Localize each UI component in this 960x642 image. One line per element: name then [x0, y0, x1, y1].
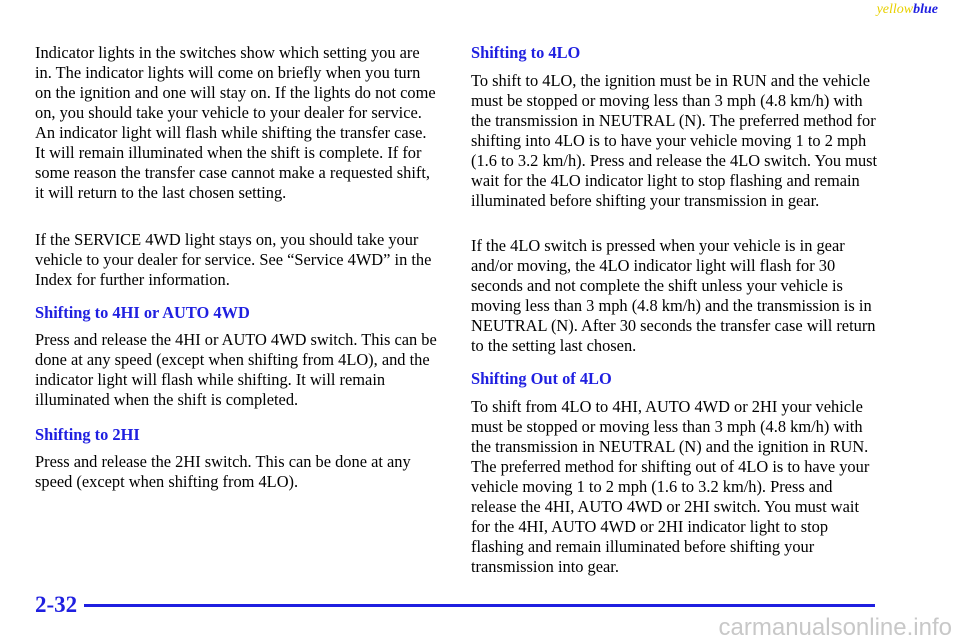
tag-blue: blue [913, 2, 938, 17]
watermark: carmanualsonline.info [718, 614, 952, 641]
paragraph: To shift from 4LO to 4HI, AUTO 4WD or 2H… [471, 397, 870, 576]
paragraph: Press and release the 4HI or AUTO 4WD sw… [35, 330, 437, 409]
paragraph: Press and release the 2HI switch. This c… [35, 452, 411, 491]
page-number: 2-32 [35, 592, 78, 617]
heading: Shifting to 4LO [471, 43, 581, 62]
footer-rule [84, 604, 875, 607]
paragraph: If the 4LO switch is pressed when your v… [471, 236, 876, 355]
heading: Shifting Out of 4LO [471, 369, 612, 388]
paragraph: If the SERVICE 4WD light stays on, you s… [35, 230, 432, 289]
heading: Shifting to 2HI [35, 425, 140, 444]
color-tag: yellowblue [877, 2, 938, 18]
tag-yellow: yellow [876, 2, 914, 17]
paragraph: Indicator lights in the switches show wh… [35, 43, 436, 202]
heading: Shifting to 4HI or AUTO 4WD [35, 303, 250, 322]
paragraph: To shift to 4LO, the ignition must be in… [471, 71, 878, 210]
